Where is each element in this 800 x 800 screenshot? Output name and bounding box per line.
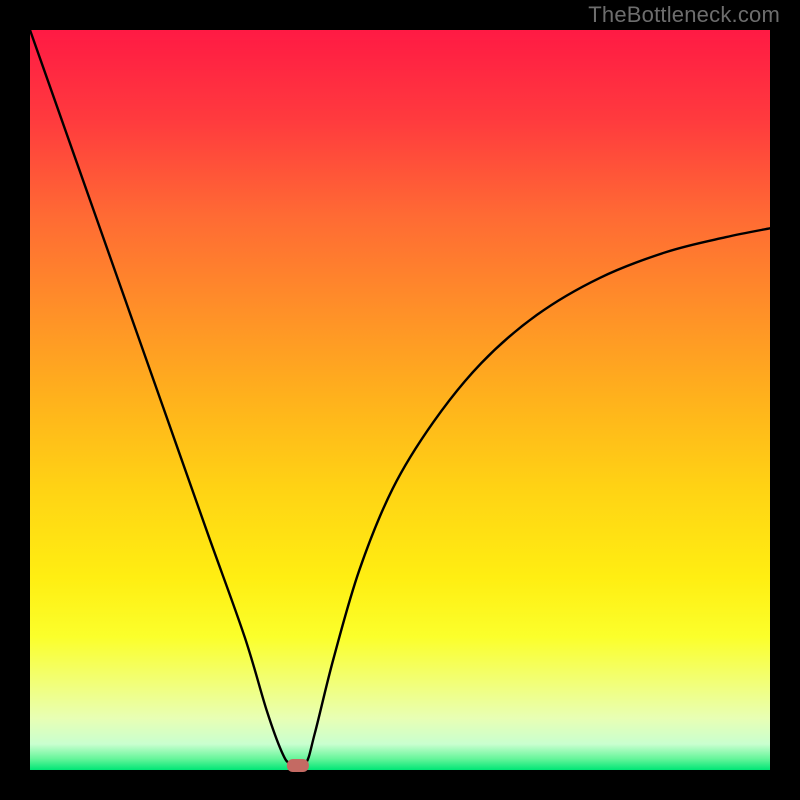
optimal-point-marker <box>287 759 309 772</box>
chart-frame: TheBottleneck.com <box>0 0 800 800</box>
plot-background <box>30 30 770 770</box>
chart-svg <box>0 0 800 800</box>
watermark-text: TheBottleneck.com <box>588 2 780 28</box>
